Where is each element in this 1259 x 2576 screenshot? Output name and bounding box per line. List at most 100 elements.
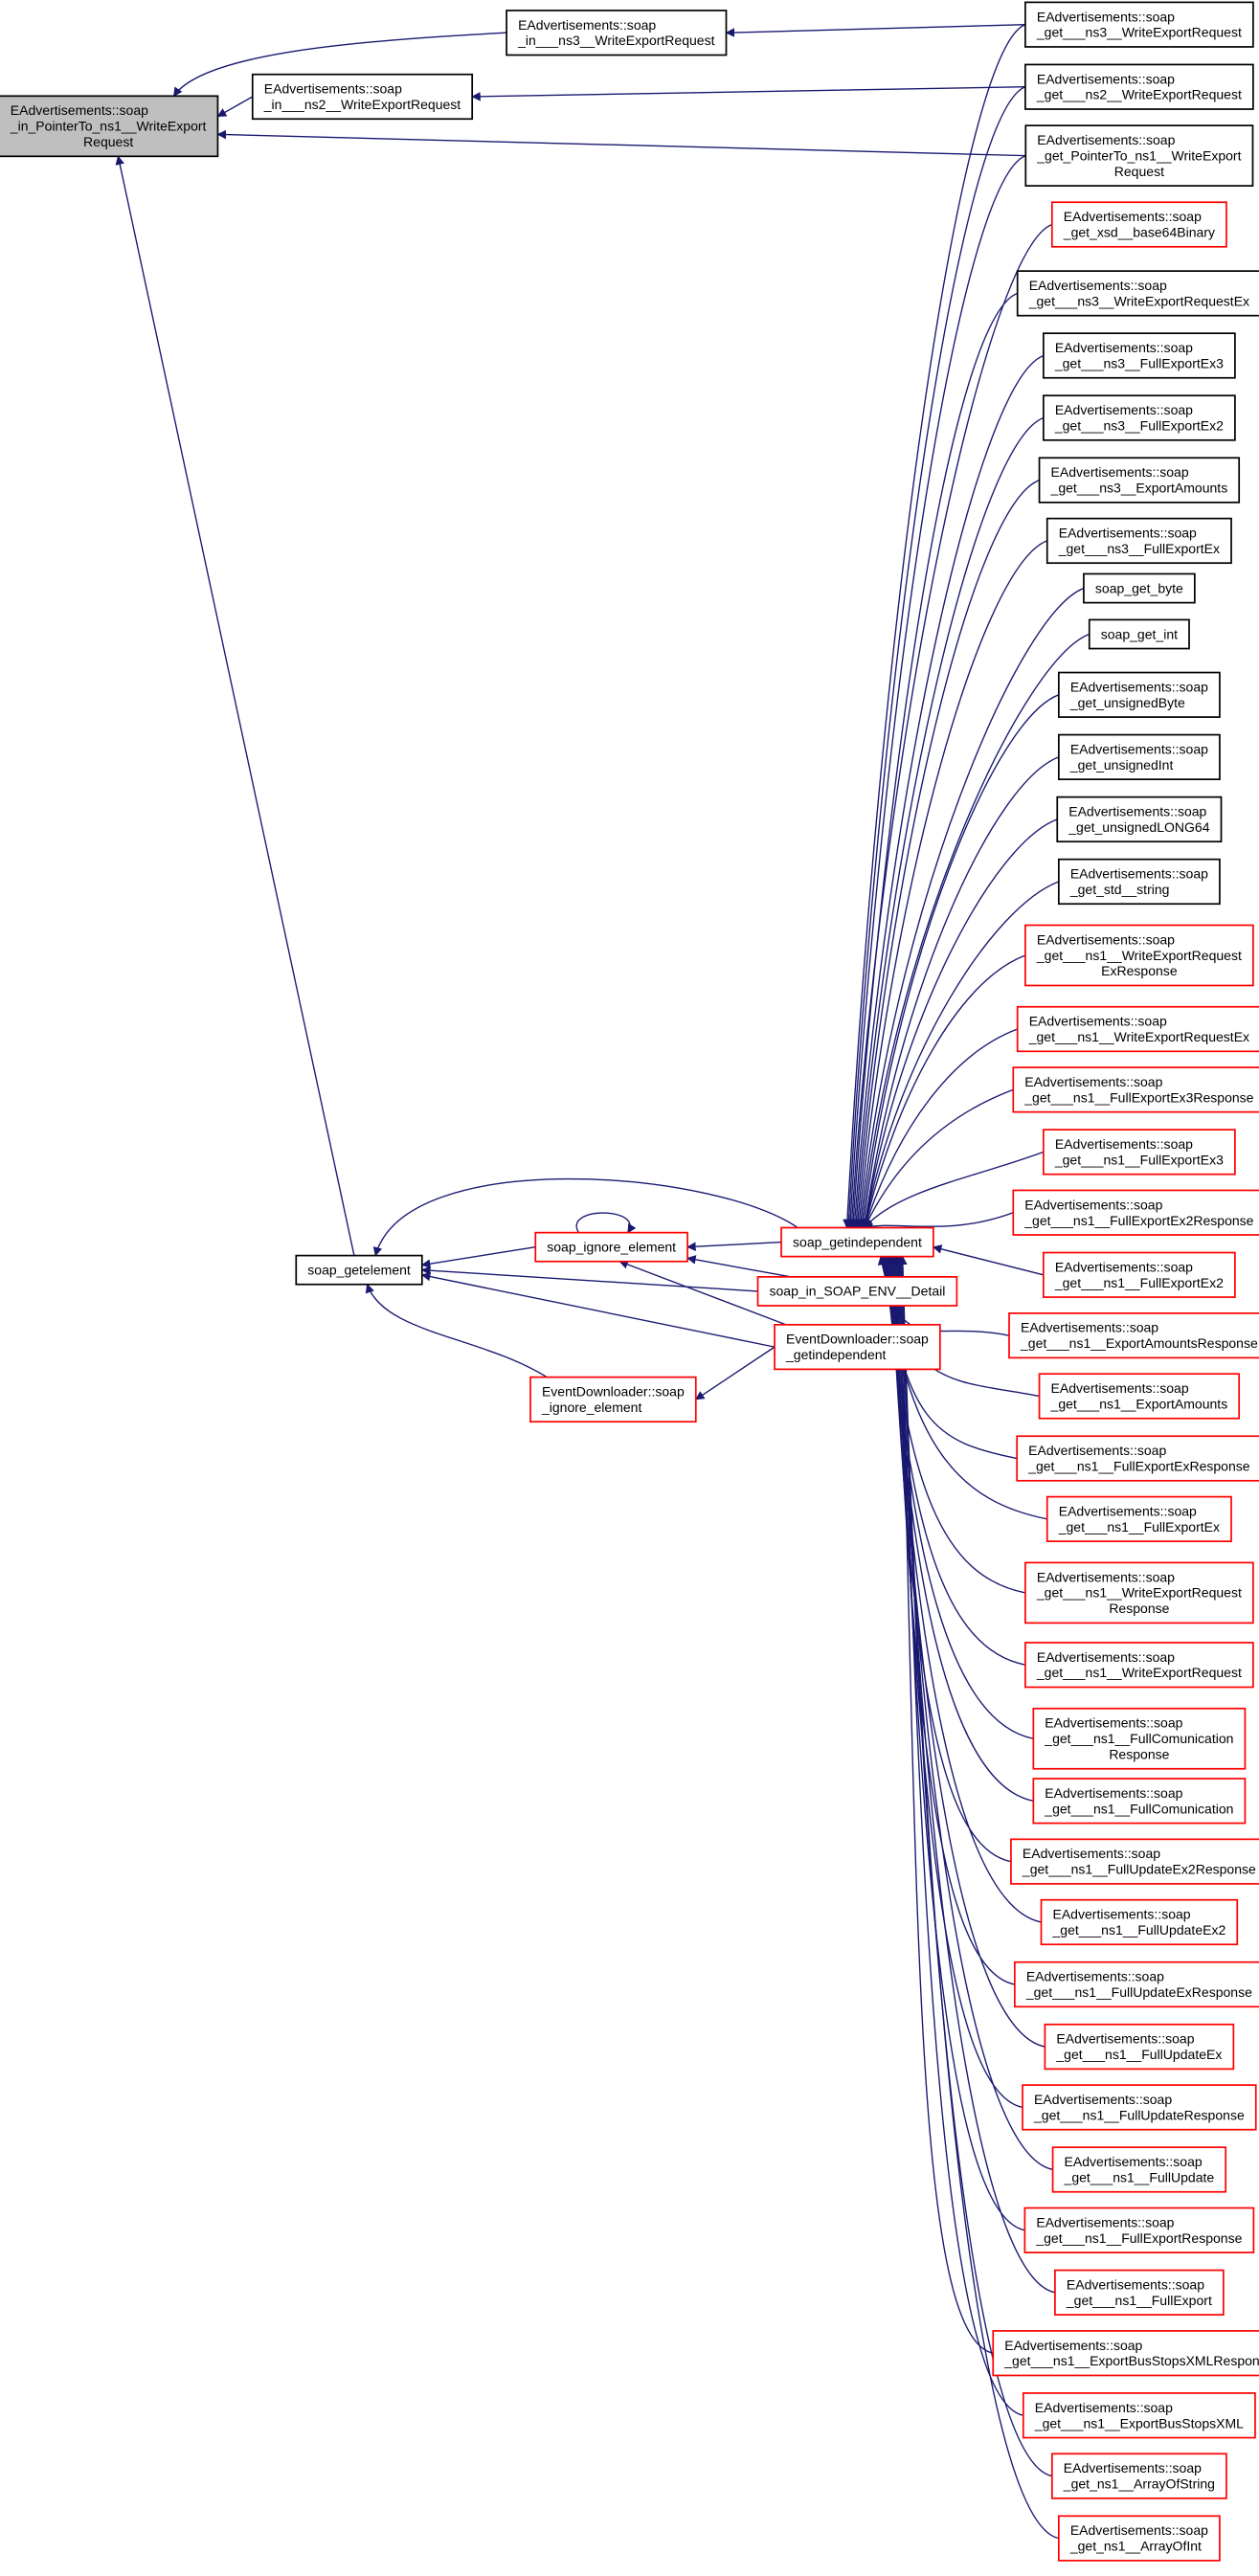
node-label-line: EAdvertisements::soap (1070, 866, 1208, 882)
caller-node[interactable]: EAdvertisements::soap_get___ns1__FullExp… (1045, 1495, 1232, 1543)
caller-node[interactable]: EAdvertisements::soap_get___ns3__FullExp… (1042, 394, 1236, 441)
caller-node[interactable]: EAdvertisements::soap_get___ns1__WriteEx… (1016, 1005, 1259, 1053)
caller-node[interactable]: EAdvertisements::soap_get___ns1__ExportB… (992, 2330, 1259, 2377)
caller-node[interactable]: soap_get_byte (1083, 572, 1196, 604)
call-edge (932, 1244, 1045, 1276)
node-in-ns2[interactable]: EAdvertisements::soap_in___ns2__WriteExp… (251, 73, 474, 121)
caller-node[interactable]: EAdvertisements::soap_get___ns1__ExportA… (1008, 1312, 1259, 1359)
node-getelement[interactable]: soap_getelement (295, 1254, 423, 1286)
node-label-line: _get___ns1__ExportBusStopsXMLResponse (1003, 2353, 1259, 2368)
caller-node[interactable]: EAdvertisements::soap_get___ns1__FullExp… (1012, 1066, 1259, 1113)
node-box (251, 73, 474, 121)
call-edge (888, 1255, 1015, 1985)
node-box (1083, 572, 1196, 604)
caller-node[interactable]: EAdvertisements::soap_get___ns3__FullExp… (1042, 332, 1236, 379)
node-ed-getindep[interactable]: EventDownloader::soap_getindependent (774, 1323, 941, 1371)
node-label-line: soap_getindependent (793, 1234, 922, 1249)
node-label-line: _get___ns3__WriteExportRequest (1036, 25, 1242, 40)
node-label-line: EAdvertisements::soap (1059, 525, 1197, 540)
node-ed-ignore[interactable]: EventDownloader::soap_ignore_element (529, 1376, 697, 1423)
caller-node[interactable]: EAdvertisements::soap_get___ns1__FullUpd… (1010, 1838, 1259, 1885)
call-edge (725, 23, 1025, 37)
caller-node[interactable]: EAdvertisements::soap_get___ns1__FullExp… (1016, 1435, 1259, 1482)
caller-node[interactable]: EAdvertisements::soap_get___ns1__WriteEx… (1024, 1561, 1254, 1624)
node-label-line: EAdvertisements::soap (1070, 741, 1208, 756)
call-edge (859, 694, 1060, 1229)
node-box (1042, 1129, 1236, 1176)
call-edge (216, 129, 1026, 157)
caller-node[interactable]: EAdvertisements::soap_get___ns1__ExportA… (1038, 1373, 1241, 1420)
node-box (1032, 1707, 1247, 1770)
caller-node[interactable]: EAdvertisements::soap_get___ns1__FullUpd… (1051, 2146, 1227, 2193)
caller-node[interactable]: EAdvertisements::soap_get_PointerTo_ns1_… (1024, 124, 1254, 187)
caller-node[interactable]: EAdvertisements::soap_get___ns1__FullExp… (1042, 1129, 1236, 1176)
node-label-line: EAdvertisements::soap (1070, 2522, 1208, 2538)
node-label-line: _in___ns2__WriteExportRequest (263, 97, 461, 112)
node-box (1012, 1189, 1259, 1236)
call-edge (892, 1255, 1025, 2231)
caller-node[interactable]: EAdvertisements::soap_get___ns1__FullUpd… (1022, 2084, 1257, 2131)
node-label-line: EAdvertisements::soap (1064, 2460, 1202, 2475)
caller-node[interactable]: EAdvertisements::soap_get_unsignedByte (1057, 671, 1221, 718)
node-ignore[interactable]: soap_ignore_element (534, 1231, 688, 1263)
node-label-line: _get___ns1__WriteExportRequest (1036, 1665, 1242, 1680)
call-edge (365, 1283, 548, 1378)
caller-node[interactable]: EAdvertisements::soap_get___ns1__FullExp… (1023, 2206, 1255, 2253)
node-label-line: EAdvertisements::soap (1024, 1074, 1162, 1089)
caller-node[interactable]: soap_get_int (1088, 618, 1190, 650)
caller-node[interactable]: EAdvertisements::soap_get___ns3__WriteEx… (1016, 270, 1259, 317)
node-label-line: EAdvertisements::soap (1004, 2338, 1142, 2353)
caller-node[interactable]: EAdvertisements::soap_get_xsd__base64Bin… (1050, 201, 1227, 248)
node-box (1024, 1, 1254, 48)
node-label-line: EAdvertisements::soap (1021, 1320, 1158, 1335)
node-box (1016, 1435, 1259, 1482)
caller-node[interactable]: EAdvertisements::soap_get_ns1__ArrayOfSt… (1050, 2453, 1227, 2499)
node-root[interactable]: EAdvertisements::soap_in_PointerTo_ns1__… (0, 95, 219, 158)
node-box (1024, 63, 1254, 110)
node-box (1057, 2515, 1221, 2562)
call-edge (843, 24, 1026, 1229)
caller-node[interactable]: EAdvertisements::soap_get_std__string (1057, 858, 1221, 906)
caller-node[interactable]: EAdvertisements::soap_get___ns3__WriteEx… (1024, 1, 1254, 48)
call-edge (372, 1177, 798, 1257)
node-label-line: Request (1114, 164, 1164, 179)
caller-node[interactable]: EAdvertisements::soap_get___ns1__FullUpd… (1013, 1960, 1259, 2008)
node-label-line: _get___ns1__FullComunication (1044, 1801, 1233, 1816)
node-envdetail[interactable]: soap_in_SOAP_ENV__Detail (756, 1276, 958, 1307)
node-box (1016, 1005, 1259, 1053)
caller-node[interactable]: EAdvertisements::soap_get___ns1__FullUpd… (1044, 2023, 1235, 2071)
caller-node[interactable]: EAdvertisements::soap_get___ns1__FullExp… (1042, 1251, 1236, 1298)
node-label-line: _get___ns1__FullExport (1066, 2293, 1212, 2308)
node-label-line: _get___ns3__ExportAmounts (1050, 481, 1228, 496)
caller-node[interactable]: EAdvertisements::soap_get___ns1__ExportB… (1022, 2392, 1256, 2439)
node-box (1024, 924, 1254, 987)
call-edge (891, 1255, 1053, 2171)
node-label-line: EAdvertisements::soap (1029, 1014, 1167, 1029)
caller-node[interactable]: EAdvertisements::soap_get___ns1__FullCom… (1032, 1707, 1247, 1770)
call-edge (471, 86, 1025, 101)
node-label-line: _get___ns3__FullExportEx (1058, 541, 1220, 556)
caller-node[interactable]: EAdvertisements::soap_get_unsignedInt (1057, 733, 1221, 781)
node-getindep[interactable]: soap_getindependent (780, 1226, 934, 1258)
caller-node[interactable]: EAdvertisements::soap_get___ns3__FullExp… (1045, 517, 1232, 565)
caller-node[interactable]: EAdvertisements::soap_get_unsignedLONG64 (1056, 795, 1223, 843)
node-label-line: Response (1109, 1746, 1169, 1761)
caller-node[interactable]: EAdvertisements::soap_get___ns1__FullCom… (1032, 1778, 1247, 1825)
call-edge (686, 1255, 791, 1278)
caller-node[interactable]: EAdvertisements::soap_get___ns3__ExportA… (1038, 457, 1241, 504)
node-label-line: EAdvertisements::soap (264, 81, 402, 97)
call-edge (864, 1088, 1014, 1229)
caller-node[interactable]: EAdvertisements::soap_get___ns1__FullExp… (1054, 2269, 1225, 2316)
caller-node[interactable]: EAdvertisements::soap_get___ns1__WriteEx… (1024, 1642, 1254, 1689)
node-label-line: _get_xsd__base64Binary (1063, 225, 1215, 240)
node-label-line: _in___ns3__WriteExportRequest (517, 33, 715, 48)
caller-node[interactable]: EAdvertisements::soap_get___ns1__WriteEx… (1024, 924, 1254, 987)
caller-node[interactable]: EAdvertisements::soap_get___ns2__WriteEx… (1024, 63, 1254, 110)
node-box (1057, 858, 1221, 906)
caller-node[interactable]: EAdvertisements::soap_get___ns1__FullExp… (1012, 1189, 1259, 1236)
caller-node[interactable]: EAdvertisements::soap_get___ns1__FullUpd… (1040, 1898, 1239, 1946)
caller-node[interactable]: EAdvertisements::soap_get_ns1__ArrayOfIn… (1057, 2515, 1221, 2562)
node-in-ns3[interactable]: EAdvertisements::soap_in___ns3__WriteExp… (506, 10, 728, 56)
node-label-line: EAdvertisements::soap (11, 102, 148, 118)
